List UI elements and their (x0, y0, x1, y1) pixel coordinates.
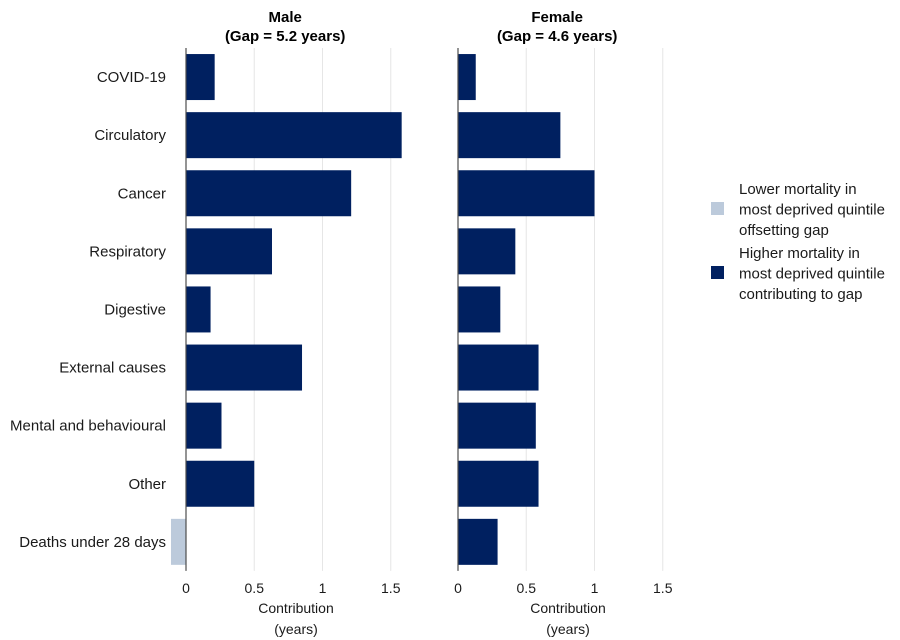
x-axis-label-line-2: (years) (274, 621, 318, 637)
panel-title-line-2: (Gap = 4.6 years) (497, 28, 617, 45)
legend-swatch-2 (711, 266, 724, 279)
panel-title-line-1: Male (269, 9, 302, 26)
legend-label-line: most deprived quintile (739, 202, 885, 219)
bar-deaths-under-28-days (458, 518, 498, 565)
legend: Lower mortality in most deprived quintile… (711, 181, 885, 303)
category-label: Circulatory (94, 127, 166, 144)
bar-circulatory (186, 112, 402, 159)
x-tick-label: 1.5 (381, 580, 401, 596)
x-tick-label: 0 (182, 580, 190, 596)
bar-respiratory (458, 228, 516, 275)
panel-2: Female (Gap = 4.6 years) 0 0.5 1 1.5 Contribut… (454, 9, 673, 637)
bar-covid-19 (458, 54, 476, 101)
panel-title-line-2: (Gap = 5.2 years) (225, 28, 345, 45)
category-label: Other (128, 476, 166, 493)
category-label: Digestive (104, 301, 166, 318)
category-label: Deaths under 28 days (19, 534, 166, 551)
legend-label-line: offsetting gap (739, 222, 829, 239)
category-label: COVID-19 (97, 69, 166, 86)
bar-external-causes (458, 344, 539, 391)
x-tick-label: 0 (454, 580, 462, 596)
panel-title-line-1: Female (531, 9, 583, 26)
bar-digestive (458, 286, 501, 333)
legend-swatch-1 (711, 202, 724, 215)
x-axis-label-line-2: (years) (546, 621, 590, 637)
bar-mental-and-behavioural (186, 402, 222, 449)
bar-cancer (186, 170, 352, 217)
bar-covid-19 (186, 54, 215, 101)
category-label: Mental and behavioural (10, 418, 166, 435)
category-label: External causes (59, 360, 166, 377)
bar-digestive (186, 286, 211, 333)
bar-deaths-under-28-days (170, 518, 186, 565)
chart-panels: Male (Gap = 5.2 years) 0 0.5 1 1.5 Contributio… (170, 9, 673, 637)
bar-cancer (458, 170, 595, 217)
legend-label-line: most deprived quintile (739, 266, 885, 283)
legend-label-line: Lower mortality in (739, 181, 857, 198)
x-tick-label: 0.5 (517, 580, 537, 596)
category-labels: COVID-19 Circulatory Cancer Respiratory Dige… (10, 69, 166, 551)
x-tick-label: 0.5 (245, 580, 265, 596)
bar-other (458, 460, 539, 507)
x-tick-label: 1.5 (653, 580, 673, 596)
category-label: Respiratory (89, 243, 166, 260)
panel-1: Male (Gap = 5.2 years) 0 0.5 1 1.5 Contributio… (170, 9, 402, 637)
x-axis-label-line-1: Contribution (258, 600, 334, 616)
legend-label-line: contributing to gap (739, 286, 862, 303)
bar-other (186, 460, 255, 507)
x-tick-label: 1 (591, 580, 599, 596)
bar-mental-and-behavioural (458, 402, 536, 449)
legend-label-line: Higher mortality in (739, 245, 860, 262)
category-label: Cancer (118, 185, 166, 202)
bar-external-causes (186, 344, 303, 391)
bar-circulatory (458, 112, 561, 159)
x-axis-label-line-1: Contribution (530, 600, 606, 616)
bar-respiratory (186, 228, 272, 275)
x-tick-label: 1 (319, 580, 327, 596)
